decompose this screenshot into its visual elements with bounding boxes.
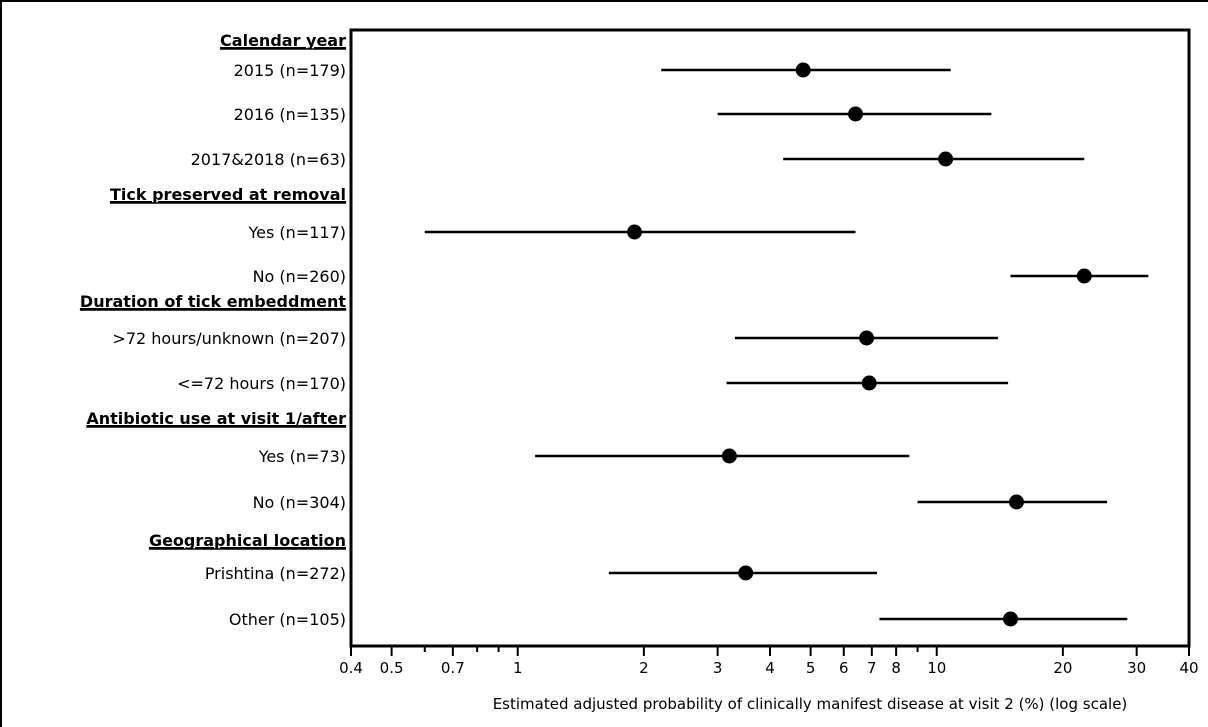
row-label: 2016 (n=135) [234, 105, 346, 124]
point-estimate-marker [1076, 268, 1092, 284]
point-estimate-marker [795, 62, 811, 78]
point-estimate-marker [721, 448, 737, 464]
point-estimate-marker [861, 375, 877, 391]
point-estimate-marker [938, 151, 954, 167]
x-axis-tick-label: 20 [1053, 659, 1072, 677]
x-axis-tick-label: 0.4 [339, 659, 363, 677]
row-label: 2015 (n=179) [234, 61, 346, 80]
row-label: >72 hours/unknown (n=207) [112, 329, 346, 348]
row-label: 2017&2018 (n=63) [191, 150, 346, 169]
x-axis-tick-label: 0.7 [441, 659, 465, 677]
row-label: No (n=260) [253, 267, 346, 286]
x-axis-label: Estimated adjusted probability of clinic… [493, 695, 1128, 713]
group-header-label: Geographical location [149, 531, 346, 550]
row-label: Prishtina (n=272) [205, 564, 346, 583]
x-axis-tick-label: 2 [639, 659, 649, 677]
group-header-label: Tick preserved at removal [110, 185, 346, 204]
x-axis-tick-label: 4 [765, 659, 775, 677]
point-estimate-marker [1008, 494, 1024, 510]
group-header-label: Calendar year [220, 31, 346, 50]
group-header-label: Antibiotic use at visit 1/after [86, 409, 346, 428]
row-label: <=72 hours (n=170) [177, 374, 346, 393]
x-axis-tick-label: 8 [891, 659, 901, 677]
row-label: Yes (n=117) [248, 223, 346, 242]
x-axis-tick-label: 30 [1127, 659, 1146, 677]
x-axis-tick-label: 0.5 [380, 659, 404, 677]
group-header-label: Duration of tick embeddment [80, 292, 346, 311]
x-axis-tick-label: 3 [713, 659, 723, 677]
point-estimate-marker [848, 106, 864, 122]
x-axis-tick-label: 7 [867, 659, 877, 677]
point-estimate-marker [859, 330, 875, 346]
row-label: Other (n=105) [229, 610, 346, 629]
point-estimate-marker [627, 224, 643, 240]
x-axis-tick-label: 1 [513, 659, 523, 677]
x-axis-tick-label: 40 [1179, 659, 1198, 677]
point-estimate-marker [738, 565, 754, 581]
x-axis-tick-label: 6 [839, 659, 849, 677]
row-label: Yes (n=73) [258, 447, 346, 466]
point-estimate-marker [1003, 611, 1019, 627]
row-label: No (n=304) [253, 493, 346, 512]
x-axis-tick-label: 5 [806, 659, 816, 677]
x-axis-tick-label: 10 [927, 659, 946, 677]
